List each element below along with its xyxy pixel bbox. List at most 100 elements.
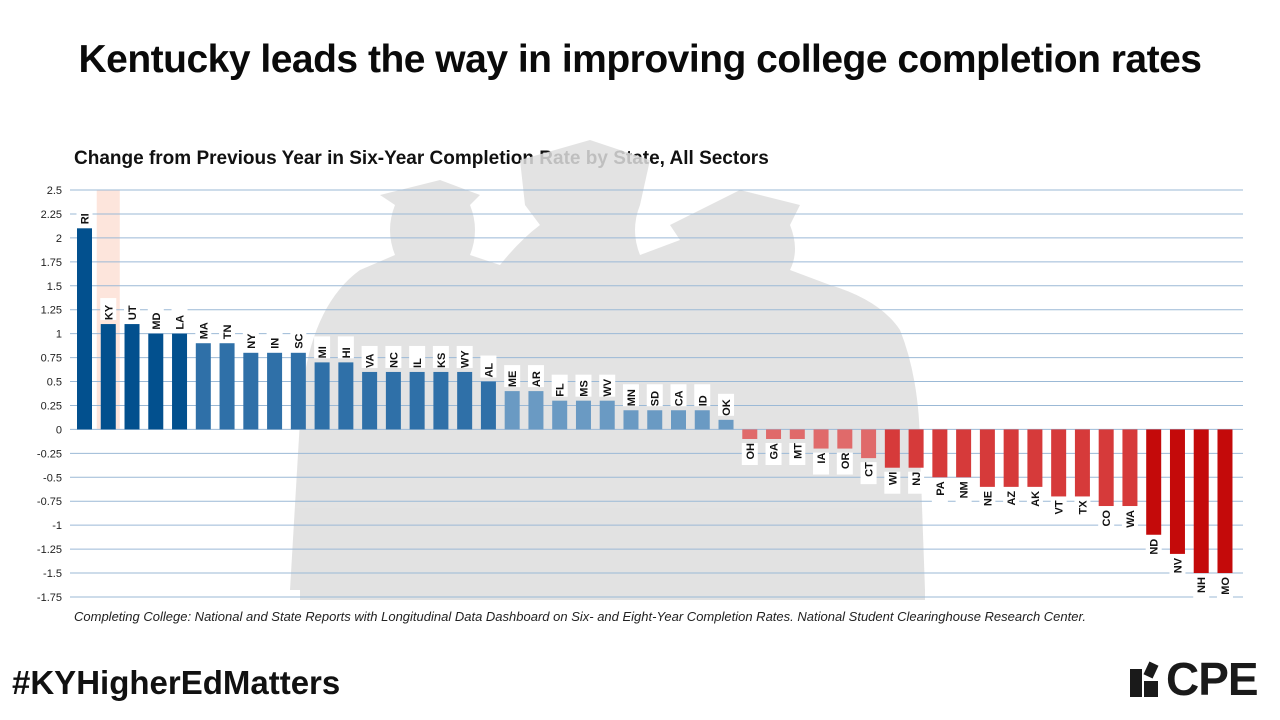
- bar-label-ms: MS: [575, 374, 592, 397]
- svg-text:PA: PA: [935, 481, 947, 496]
- bar-label-mt: MT: [789, 443, 806, 465]
- bar-oh: [742, 429, 758, 439]
- svg-text:KS: KS: [436, 353, 448, 368]
- bar-label-ia: IA: [813, 453, 830, 475]
- bar-ne: [979, 429, 995, 487]
- y-tick-label: -1.25: [37, 544, 62, 556]
- bar-mt: [789, 429, 805, 439]
- svg-text:RI: RI: [80, 213, 92, 224]
- bar-label-co: CO: [1098, 510, 1115, 533]
- y-tick-label: 1: [56, 329, 62, 341]
- bar-vt: [1051, 429, 1067, 497]
- svg-text:SC: SC: [293, 333, 305, 348]
- svg-text:AL: AL: [483, 363, 495, 378]
- bar-label-ma: MA: [195, 317, 212, 340]
- bar-label-il: IL: [409, 345, 426, 368]
- bar-label-nj: NJ: [908, 471, 925, 494]
- bar-label-nv: NV: [1169, 557, 1186, 580]
- source-note: Completing College: National and State R…: [74, 609, 1086, 624]
- y-tick-label: 0.75: [41, 353, 62, 365]
- bar-wa: [1122, 429, 1138, 507]
- bar-label-id: ID: [694, 384, 711, 407]
- svg-text:UT: UT: [127, 305, 139, 320]
- bar-or: [837, 429, 853, 449]
- svg-text:MD: MD: [151, 312, 163, 329]
- bar-label-or: OR: [836, 453, 853, 475]
- svg-text:CA: CA: [674, 390, 686, 406]
- bar-ok: [718, 419, 734, 430]
- bar-label-ut: UT: [124, 298, 141, 321]
- bar-in: [267, 352, 283, 430]
- bar-mn: [623, 410, 639, 430]
- svg-text:MS: MS: [578, 380, 590, 397]
- bar-ak: [1027, 429, 1043, 487]
- svg-text:AR: AR: [531, 371, 543, 387]
- bar-ky: [100, 324, 116, 430]
- y-tick-label: 0.5: [47, 377, 62, 389]
- svg-text:NY: NY: [246, 333, 258, 349]
- svg-text:GA: GA: [769, 443, 781, 460]
- bar-me: [504, 391, 520, 430]
- bar-il: [409, 371, 425, 430]
- bar-az: [1003, 429, 1019, 487]
- bar-label-wi: WI: [884, 471, 901, 494]
- bar-wi: [884, 429, 900, 468]
- bar-ar: [528, 391, 544, 430]
- bar-nm: [956, 429, 972, 478]
- svg-text:NV: NV: [1172, 557, 1184, 573]
- bar-tn: [219, 343, 235, 430]
- svg-text:WI: WI: [887, 472, 899, 485]
- svg-text:OK: OK: [721, 399, 733, 416]
- bar-mo: [1217, 429, 1233, 574]
- svg-text:TN: TN: [222, 325, 234, 340]
- bar-ma: [195, 343, 211, 430]
- svg-text:ID: ID: [697, 395, 709, 406]
- y-tick-label: -1.5: [43, 568, 62, 580]
- bar-sd: [647, 410, 663, 430]
- svg-text:ME: ME: [507, 371, 519, 388]
- bar-hi: [338, 362, 354, 430]
- svg-text:NE: NE: [982, 491, 994, 506]
- bar-label-nd: ND: [1145, 539, 1162, 561]
- svg-text:MT: MT: [792, 443, 804, 459]
- bar-label-ny: NY: [242, 326, 259, 349]
- hashtag: #KYHigherEdMatters: [12, 664, 341, 701]
- bar-nv: [1169, 429, 1185, 554]
- cpe-logo: CPE: [1128, 656, 1259, 702]
- svg-text:MN: MN: [626, 389, 638, 406]
- svg-text:OR: OR: [840, 453, 852, 470]
- bar-label-mn: MN: [622, 384, 639, 407]
- bar-label-oh: OH: [741, 443, 758, 465]
- y-tick-label: 0.25: [41, 400, 62, 412]
- bar-label-nh: NH: [1193, 577, 1210, 600]
- y-tick-label: 2.25: [41, 209, 62, 221]
- bar-label-wy: WY: [456, 345, 473, 368]
- svg-text:SD: SD: [650, 391, 662, 406]
- bar-nj: [908, 429, 924, 468]
- bar-md: [148, 333, 164, 430]
- svg-text:FL: FL: [555, 383, 567, 397]
- bar-label-mi: MI: [314, 336, 331, 359]
- bar-label-la: LA: [171, 307, 188, 330]
- svg-text:LA: LA: [175, 315, 187, 330]
- bar-label-ks: KS: [432, 345, 449, 368]
- bar-ga: [766, 429, 782, 439]
- bar-label-tx: TX: [1074, 500, 1091, 523]
- bar-label-ct: CT: [860, 462, 877, 485]
- y-tick-label: 1.75: [41, 257, 62, 269]
- bar-id: [694, 410, 710, 430]
- svg-text:WA: WA: [1125, 510, 1137, 528]
- bar-ct: [861, 429, 877, 459]
- svg-text:CO: CO: [1101, 510, 1113, 527]
- svg-text:AZ: AZ: [1006, 491, 1018, 506]
- y-tick-label: -1: [52, 520, 62, 532]
- bar-label-az: AZ: [1003, 491, 1020, 513]
- bar-nh: [1193, 429, 1209, 574]
- bar-label-va: VA: [361, 345, 378, 368]
- y-tick-label: 2: [56, 233, 62, 245]
- bar-label-tn: TN: [219, 317, 236, 340]
- bar-mi: [314, 362, 330, 430]
- bar-label-sc: SC: [290, 326, 307, 349]
- bar-wv: [599, 400, 615, 430]
